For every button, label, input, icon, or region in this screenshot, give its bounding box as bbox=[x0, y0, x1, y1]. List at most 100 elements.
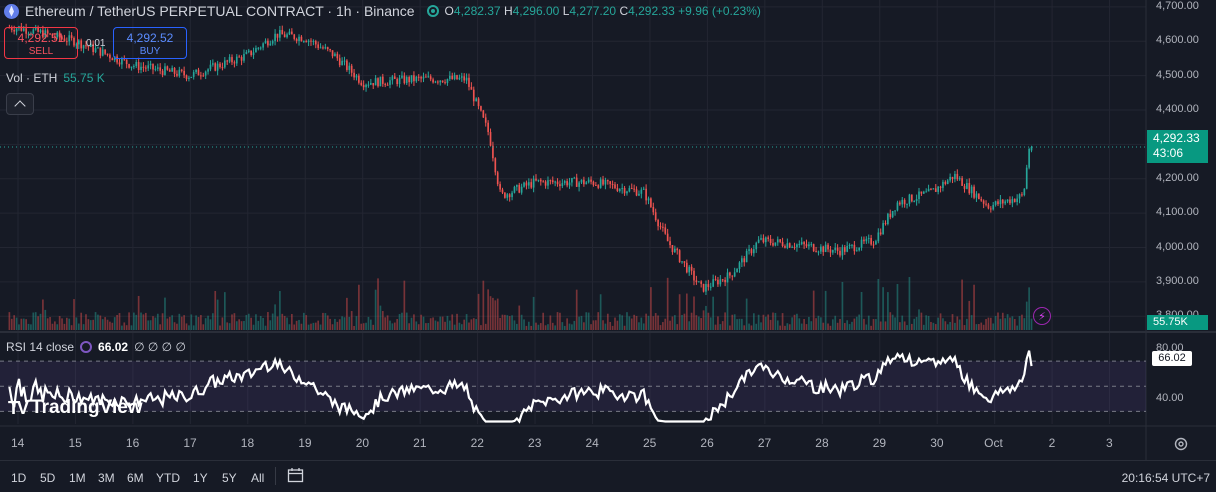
candle-body bbox=[707, 284, 710, 287]
candle-body bbox=[496, 172, 499, 185]
volume-bar bbox=[18, 324, 20, 330]
timeframe-button-1d[interactable]: 1D bbox=[11, 471, 27, 485]
candle-body bbox=[262, 43, 264, 48]
rsi-legend[interactable]: RSI 14 close 66.02 ∅ ∅ ∅ ∅ bbox=[6, 340, 186, 354]
volume-bar bbox=[573, 320, 576, 330]
volume-bar bbox=[743, 325, 746, 330]
candle-body bbox=[561, 183, 564, 187]
settings-gear-icon[interactable] bbox=[1173, 436, 1189, 452]
sell-button[interactable]: 4,292.51 SELL bbox=[4, 27, 78, 59]
sell-price: 4,292.51 bbox=[17, 31, 65, 45]
timeframe-button-1y[interactable]: 1Y bbox=[193, 471, 208, 485]
volume-bar bbox=[767, 314, 770, 330]
volume-bar bbox=[741, 318, 743, 330]
volume-bar bbox=[470, 319, 473, 330]
volume-bar bbox=[192, 325, 195, 330]
timeframe-button-all[interactable]: All bbox=[251, 471, 265, 485]
volume-bar bbox=[1023, 318, 1026, 330]
calendar-goto-icon[interactable] bbox=[287, 467, 304, 483]
volume-bar bbox=[745, 298, 748, 330]
volume-bar bbox=[324, 313, 327, 330]
timeframe-button-5y[interactable]: 5Y bbox=[222, 471, 237, 485]
candle-body bbox=[1004, 201, 1007, 204]
volume-bar bbox=[49, 316, 51, 330]
candle-body bbox=[463, 76, 466, 81]
candle-body bbox=[678, 250, 681, 263]
candle-body bbox=[396, 78, 399, 84]
candle-body bbox=[523, 182, 525, 187]
candle-body bbox=[32, 29, 35, 34]
volume-bar bbox=[176, 323, 178, 330]
candle-body bbox=[659, 226, 662, 228]
candle-body bbox=[599, 179, 602, 188]
volume-bar bbox=[683, 313, 686, 330]
timeframe-button-3m[interactable]: 3M bbox=[98, 471, 115, 485]
candle-body bbox=[413, 75, 415, 82]
candle-body bbox=[63, 38, 66, 42]
candle-body bbox=[212, 63, 214, 65]
candle-body bbox=[535, 178, 537, 181]
candle-body bbox=[336, 53, 339, 59]
candle-body bbox=[276, 33, 279, 38]
candle-body bbox=[817, 251, 820, 253]
candle-body bbox=[243, 53, 245, 61]
volume-bar bbox=[925, 315, 928, 330]
candle-body bbox=[46, 30, 49, 34]
candle-body bbox=[987, 204, 990, 209]
volume-bar bbox=[985, 319, 987, 330]
flash-icon[interactable]: ⚡ bbox=[1033, 307, 1051, 325]
volume-bar bbox=[298, 319, 300, 330]
candle-body bbox=[192, 72, 195, 77]
volume-bar bbox=[731, 314, 734, 330]
volume-bar bbox=[571, 324, 573, 330]
candle-body bbox=[142, 66, 145, 68]
volume-bar bbox=[664, 318, 667, 330]
candle-body bbox=[875, 241, 877, 245]
clock[interactable]: 20:16:54 UTC+7 bbox=[1121, 471, 1210, 485]
tradingview-logo[interactable]: TV TradingView bbox=[8, 397, 143, 419]
volume-bar bbox=[520, 314, 523, 330]
candle-body bbox=[34, 27, 37, 30]
timeframe-button-5d[interactable]: 5D bbox=[40, 471, 56, 485]
volume-bar bbox=[709, 317, 712, 330]
volume-bar bbox=[166, 318, 169, 330]
volume-bar bbox=[815, 318, 817, 330]
candle-body bbox=[839, 250, 841, 256]
buy-button[interactable]: 4,292.52 BUY bbox=[113, 27, 187, 59]
candle-body bbox=[669, 241, 671, 246]
volume-bar bbox=[961, 279, 963, 330]
time-axis-label: 29 bbox=[872, 436, 887, 450]
volume-bar bbox=[896, 284, 899, 330]
volume-bar bbox=[525, 325, 528, 330]
candle-body bbox=[77, 40, 80, 45]
candle-body bbox=[168, 69, 171, 72]
candle-body bbox=[235, 56, 238, 64]
candle-body bbox=[978, 193, 980, 200]
volume-bar bbox=[460, 324, 463, 330]
symbol-legend[interactable]: Ethereum / TetherUS PERPETUAL CONTRACT ·… bbox=[4, 3, 761, 19]
timeframe-button-1m[interactable]: 1M bbox=[69, 471, 86, 485]
volume-bar bbox=[946, 324, 949, 330]
candle-body bbox=[39, 30, 42, 32]
volume-bar bbox=[135, 314, 138, 330]
timeframe-button-ytd[interactable]: YTD bbox=[156, 471, 180, 485]
volume-bar bbox=[427, 323, 430, 330]
volume-bar bbox=[630, 318, 633, 330]
collapse-legend-button[interactable] bbox=[6, 93, 34, 115]
bottom-toolbar: 1D 5D 1M 3M 6M YTD 1Y 5Y All 20:16:54 UTC+7 bbox=[0, 460, 1216, 492]
volume-legend[interactable]: Vol · ETH 55.75 K bbox=[6, 71, 105, 85]
volume-bar bbox=[602, 320, 604, 330]
volume-bar bbox=[384, 317, 387, 330]
volume-bar bbox=[106, 319, 109, 330]
volume-bar bbox=[913, 318, 916, 330]
volume-bar bbox=[252, 324, 255, 330]
volume-bar bbox=[34, 312, 37, 330]
candle-body bbox=[405, 77, 408, 84]
candle-body bbox=[487, 122, 489, 133]
timeframe-button-6m[interactable]: 6M bbox=[127, 471, 144, 485]
volume-bar bbox=[279, 291, 281, 330]
candle-body bbox=[556, 181, 559, 185]
volume-bar bbox=[549, 315, 552, 330]
volume-bar bbox=[568, 323, 571, 330]
